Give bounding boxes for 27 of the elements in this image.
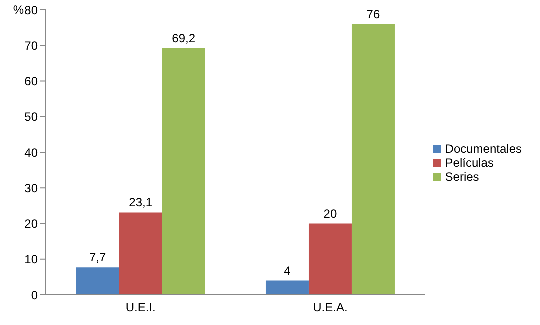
y-tick-label: 20 [24, 217, 38, 232]
data-label: 7,7 [90, 250, 107, 265]
data-label: 23,1 [129, 196, 153, 210]
legend-label: Películas [445, 156, 494, 170]
legend-label: Documentales [445, 142, 522, 156]
legend-label: Series [445, 170, 480, 184]
y-tick-label: 60 [24, 74, 38, 89]
x-tick-label: U.E.I. [126, 300, 156, 315]
y-tick-label: 40 [24, 146, 38, 160]
y-axis-title: % [13, 3, 24, 17]
bar [119, 212, 162, 295]
data-label: 4 [284, 264, 292, 278]
bar [352, 24, 395, 295]
bar [162, 48, 206, 295]
bar [76, 268, 120, 295]
y-tick-label: 50 [24, 110, 38, 124]
y-tick-label: 30 [24, 181, 38, 196]
data-label: 69,2 [172, 31, 196, 46]
y-tick-label: 10 [24, 252, 38, 267]
y-tick-label: 0 [31, 288, 38, 302]
y-tick-label: 70 [24, 38, 38, 53]
y-tick-label: 80 [24, 3, 38, 18]
data-label: 76 [366, 7, 380, 22]
bar [266, 280, 309, 295]
bar [308, 224, 352, 295]
data-label: 20 [324, 206, 338, 221]
x-tick-label: U.E.A. [313, 300, 348, 315]
